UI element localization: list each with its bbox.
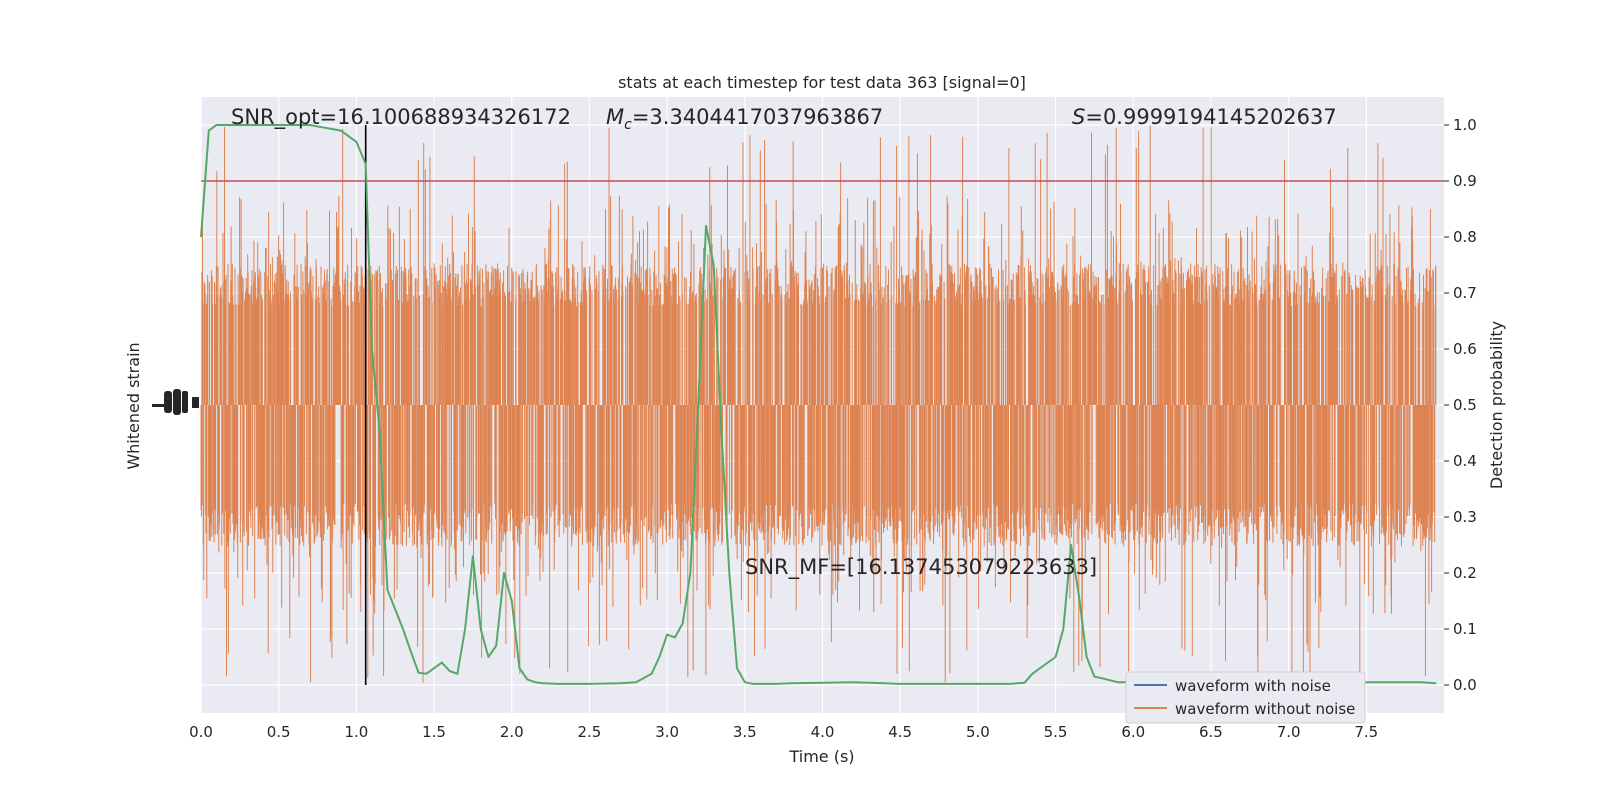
y-axis-label-left: Whitened strain (124, 342, 143, 469)
legend-label-without-noise: waveform without noise (1175, 700, 1355, 718)
x-tick-label: 5.5 (1044, 723, 1068, 741)
x-tick-label: 0.5 (267, 723, 291, 741)
x-tick-label: 4.5 (888, 723, 912, 741)
x-tick-label: 3.0 (655, 723, 679, 741)
x-tick-label: 7.5 (1354, 723, 1378, 741)
x-tick-label: 2.0 (500, 723, 524, 741)
x-tick-label: 5.0 (966, 723, 990, 741)
waveform-without-noise-band (200, 125, 1437, 683)
x-axis-label: Time (s) (788, 747, 854, 766)
x-tick-label: 1.5 (422, 723, 446, 741)
y-tick-label: 0.9 (1453, 172, 1477, 190)
annotation-snr-mf: SNR_MF=[16.137453079223633] (745, 555, 1097, 580)
y-tick-label: 0.3 (1453, 508, 1477, 526)
detection-probability-line (200, 124, 1437, 685)
y-tick-label: 1.0 (1453, 116, 1477, 134)
y-tick-label: 0.6 (1453, 340, 1477, 358)
x-tick-label: 6.5 (1199, 723, 1223, 741)
waveform-without-noise-line (200, 125, 1437, 683)
detection-probability-series (200, 124, 1437, 685)
x-tick-label: 2.5 (578, 723, 602, 741)
y-axis-label-right: Detection probability (1487, 321, 1506, 489)
x-tick-label: 1.0 (344, 723, 368, 741)
y-tick-label: 0.5 (1453, 396, 1477, 414)
annotation-chirp-mass: Mc=3.3404417037963867 (606, 105, 883, 133)
y-tick-label: 0.2 (1453, 564, 1477, 582)
y-tick-label: 0.1 (1453, 620, 1477, 638)
x-tick-label: 7.0 (1277, 723, 1301, 741)
overlay-lines (201, 125, 1444, 685)
x-tick-label: 4.0 (811, 723, 835, 741)
y-tick-label: 0.4 (1453, 452, 1477, 470)
legend: waveform with noise waveform without noi… (1125, 671, 1366, 724)
left-axis-glyph (152, 389, 199, 415)
legend-label-with-noise: waveform with noise (1175, 677, 1331, 695)
x-tick-label: 6.0 (1121, 723, 1145, 741)
axis-ticks: 0.0 0.5 1.0 1.5 2.0 2.5 3.0 3.5 4.0 4.5 5.0 5.5 6.0 6… (189, 116, 1477, 741)
x-tick-label: 3.5 (733, 723, 757, 741)
legend-box (1125, 671, 1366, 724)
annotation-snr-opt: SNR_opt=16.100688934326172 (231, 105, 571, 130)
chart-title: stats at each timestep for test data 363… (618, 73, 1026, 92)
y-tick-label: 0.8 (1453, 228, 1477, 246)
annotation-s: S=0.9999194145202637 (1072, 105, 1337, 129)
x-tick-label: 0.0 (189, 723, 213, 741)
y-tick-label: 0.7 (1453, 284, 1477, 302)
y-tick-label: 0.0 (1453, 676, 1477, 694)
